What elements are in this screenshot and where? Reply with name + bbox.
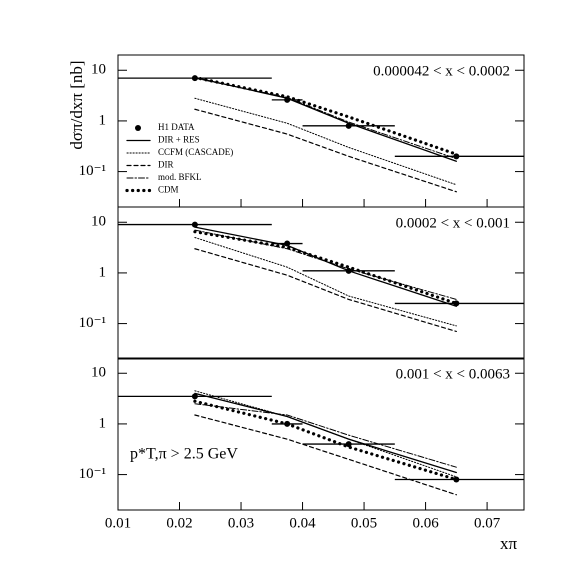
legend-label: CDM [158,185,179,195]
legend-label: H1 DATA [158,122,195,132]
curve [194,390,457,478]
y-tick-label: 10 [91,62,106,78]
curve [194,97,457,186]
y-tick-label: 10⁻¹ [79,466,106,482]
plot-frame [117,357,525,511]
legend-label: DIR + RES [158,135,200,145]
x-tick-label: 0.01 [105,515,131,531]
legend-label: CCFM (CASCADE) [158,147,233,157]
x-tick-label: 0.02 [166,515,192,531]
data-point [345,441,352,448]
curve [193,75,458,156]
curve [194,229,457,300]
curve [194,237,457,327]
legend-label: DIR [158,160,174,170]
legend-label: mod. BFKL [158,172,202,182]
curve [194,77,457,160]
y-tick-label: 10 [91,214,106,230]
x-tick-label: 0.07 [474,515,501,531]
data-point [453,476,460,483]
panel-annotation: 0.0002 < x < 0.001 [396,215,510,231]
x-tick-label: 0.03 [228,515,254,531]
y-tick-label: 1 [99,264,107,280]
curve [194,248,457,333]
data-point [191,393,198,400]
y-tick-label: 1 [99,112,107,128]
panel-annotation: 0.000042 < x < 0.0002 [373,63,510,79]
y-tick-label: 10⁻¹ [79,315,106,331]
y-axis-label: dσπ/dxπ [nb] [67,60,86,149]
curve [194,108,457,193]
curve [194,414,457,496]
curve [194,226,457,307]
data-point [191,221,198,228]
x-tick-label: 0.06 [412,515,439,531]
y-tick-label: 10 [91,365,106,381]
x-tick-label: 0.04 [289,515,316,531]
plot-frame [117,206,525,360]
curve [193,399,458,482]
x-tick-label: 0.05 [351,515,377,531]
legend-marker [135,125,141,131]
y-tick-label: 1 [99,415,107,431]
x-axis-label: xπ [500,534,518,553]
panel-annotation: 0.001 < x < 0.0063 [396,366,510,382]
curve [194,76,457,162]
curve [194,403,457,468]
y-tick-label: 10⁻¹ [79,163,106,179]
cut-annotation: p*T,π > 2.5 GeV [130,446,238,463]
